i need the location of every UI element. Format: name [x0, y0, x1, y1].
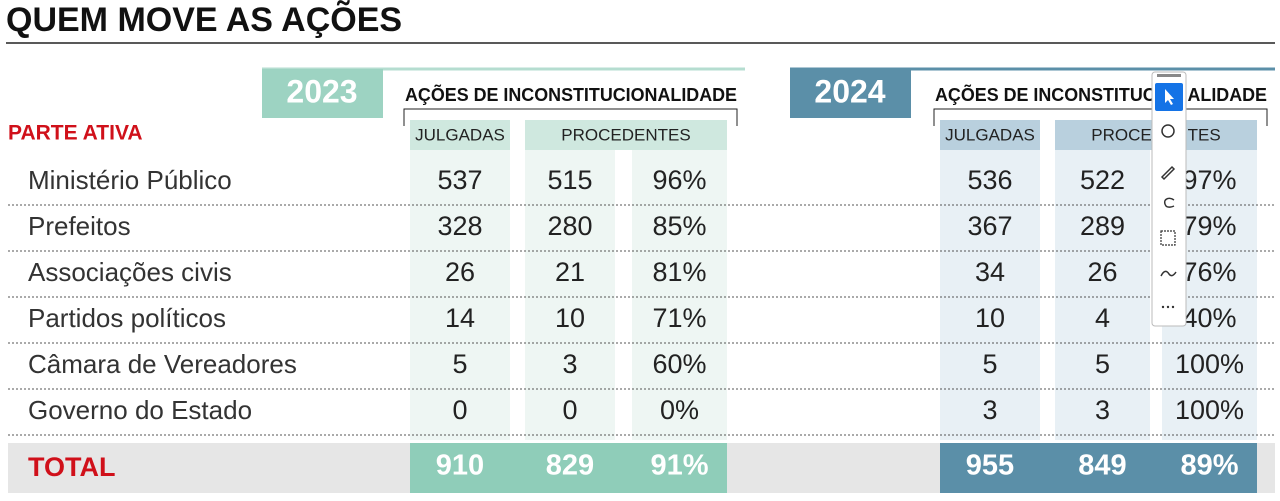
cell: 328 — [437, 211, 482, 241]
sign-tool[interactable] — [1160, 270, 1177, 277]
year-box — [790, 69, 911, 118]
erase-tool[interactable] — [1163, 197, 1175, 208]
total-cell: 89% — [1180, 450, 1238, 482]
cell: 3 — [982, 395, 997, 425]
cell: 289 — [1080, 211, 1125, 241]
cell: 34 — [975, 257, 1005, 287]
column-header: JULGADAS — [945, 125, 1035, 144]
row-label: Ministério Público — [28, 165, 232, 195]
cell: 536 — [967, 165, 1012, 195]
column-bg — [1055, 150, 1150, 440]
year: 2024 — [814, 73, 885, 109]
row-label: Associações civis — [28, 257, 232, 287]
cell: 0 — [562, 395, 577, 425]
cell: 3 — [562, 349, 577, 379]
cell: 367 — [967, 211, 1012, 241]
cell: 5 — [452, 349, 467, 379]
year: 2023 — [286, 73, 357, 109]
cell: 60% — [652, 349, 706, 379]
cell: 97% — [1182, 165, 1236, 195]
cell: 515 — [547, 165, 592, 195]
cell: 26 — [445, 257, 475, 287]
subheader-box — [410, 120, 510, 150]
cell: 100% — [1175, 349, 1244, 379]
subheader-box — [525, 120, 727, 150]
more-dot[interactable] — [1166, 305, 1170, 309]
title: QUEM MOVE AS AÇÕES — [6, 1, 402, 39]
row-label: Câmara de Vereadores — [28, 349, 297, 379]
subheader-box — [940, 120, 1040, 150]
toolbar-grip — [1157, 74, 1181, 77]
total-cell: 955 — [966, 450, 1014, 482]
total-cell: 91% — [650, 450, 708, 482]
cell: 76% — [1182, 257, 1236, 287]
column-bg — [940, 150, 1040, 440]
group-header: AÇÕES DE INCONSTITUCIONALIDADE — [935, 84, 1267, 105]
cell: 3 — [1095, 395, 1110, 425]
select-icon — [1165, 89, 1174, 105]
cell: 40% — [1182, 303, 1236, 333]
more-dot[interactable] — [1171, 305, 1175, 309]
column-header: PROCEDENTES — [561, 125, 690, 144]
cell: 79% — [1182, 211, 1236, 241]
side-label: PARTE ATIVA — [8, 122, 143, 145]
group-header: AÇÕES DE INCONSTITUCIONALIDADE — [405, 84, 737, 105]
draw-tool[interactable] — [1160, 165, 1176, 181]
cell: 0% — [660, 395, 699, 425]
header-bracket — [403, 108, 738, 126]
total-box — [410, 443, 727, 493]
cell: 5 — [982, 349, 997, 379]
cell: 10 — [555, 303, 585, 333]
cell: 0 — [452, 395, 467, 425]
column-bg — [632, 150, 727, 440]
column-bg — [525, 150, 615, 440]
cell: 85% — [652, 211, 706, 241]
cell: 21 — [555, 257, 585, 287]
total-box — [940, 443, 1257, 493]
cell: 10 — [975, 303, 1005, 333]
cell: 4 — [1095, 303, 1110, 333]
cell: 81% — [652, 257, 706, 287]
row-label: Partidos políticos — [28, 303, 226, 333]
cell: 71% — [652, 303, 706, 333]
total-cell: 849 — [1078, 450, 1126, 482]
cell: 96% — [652, 165, 706, 195]
column-bg — [410, 150, 510, 440]
column-header: JULGADAS — [415, 125, 505, 144]
row-label: Governo do Estado — [28, 395, 252, 425]
cell: 26 — [1087, 257, 1117, 287]
cell: 100% — [1175, 395, 1244, 425]
header-bracket — [933, 108, 1268, 126]
total-cell: 910 — [436, 450, 484, 482]
text-tool[interactable] — [1160, 230, 1176, 246]
toolbar — [1151, 71, 1187, 327]
cell: 522 — [1080, 165, 1125, 195]
comment-tool[interactable] — [1161, 124, 1175, 138]
total-label: TOTAL — [28, 452, 116, 482]
cell: 537 — [437, 165, 482, 195]
cell: 14 — [445, 303, 475, 333]
more-dot[interactable] — [1161, 305, 1165, 309]
cell: 5 — [1095, 349, 1110, 379]
cell: 280 — [547, 211, 592, 241]
row-label: Prefeitos — [28, 211, 131, 241]
total-cell: 829 — [546, 450, 594, 482]
year-box — [262, 69, 383, 118]
